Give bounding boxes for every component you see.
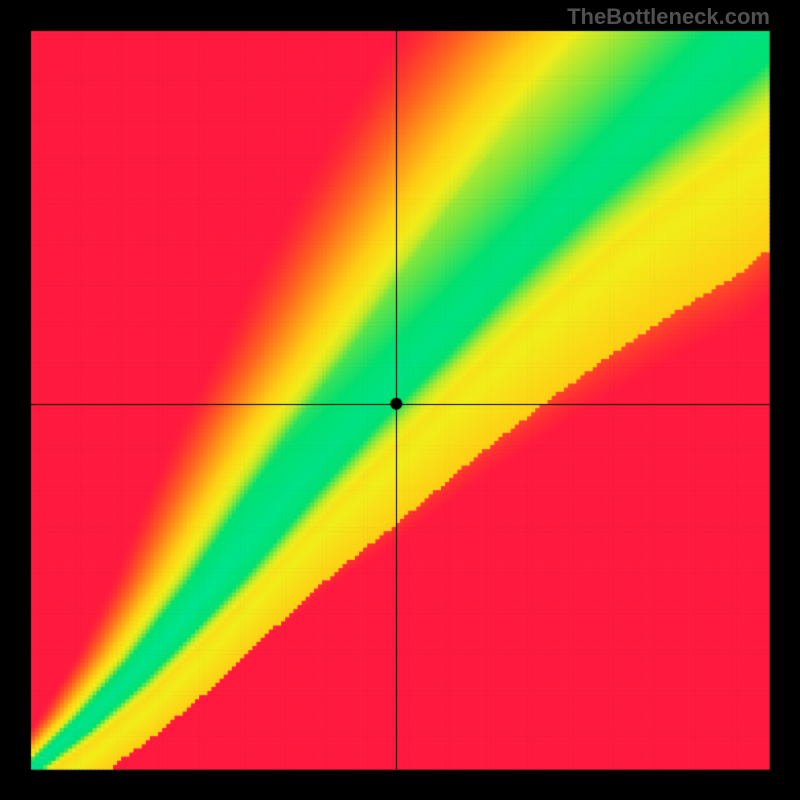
chart-container: TheBottleneck.com [0, 0, 800, 800]
watermark-text: TheBottleneck.com [567, 4, 770, 30]
bottleneck-heatmap [0, 0, 800, 800]
